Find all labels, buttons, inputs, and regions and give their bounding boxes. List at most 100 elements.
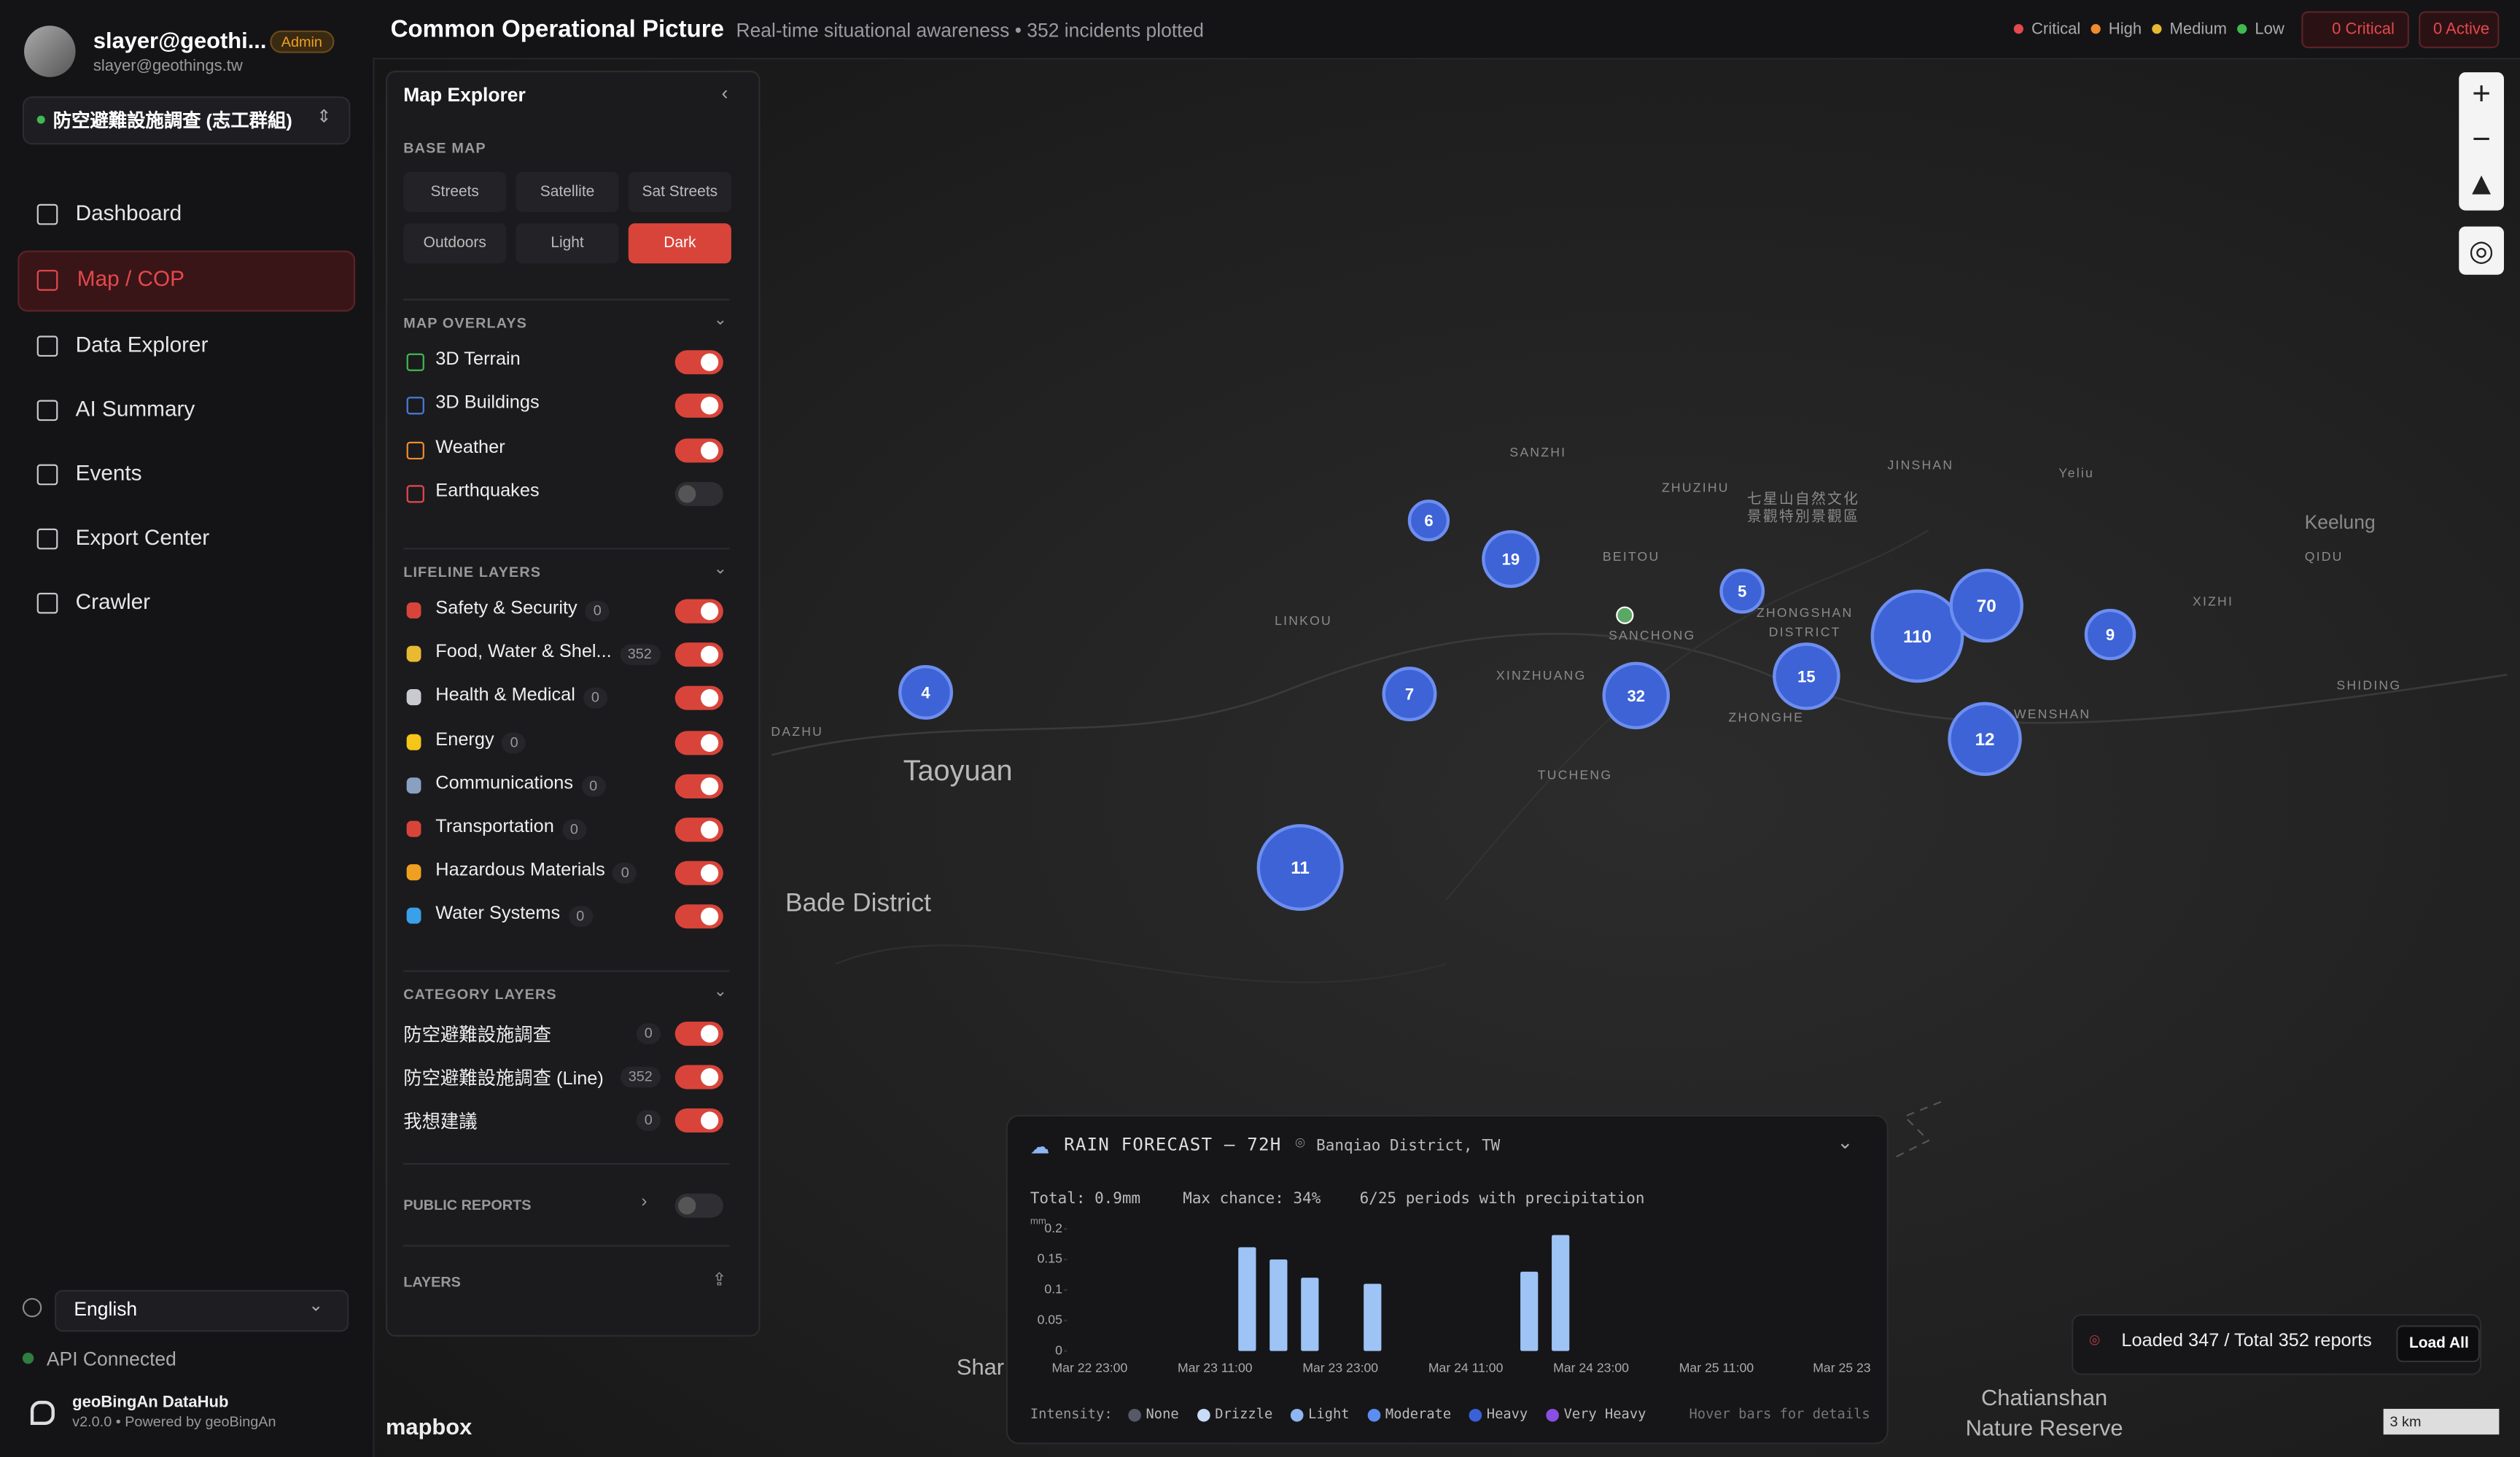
- nav-item[interactable]: Dashboard: [75, 201, 182, 225]
- place-label: JINSHAN: [1888, 458, 1954, 473]
- toggle[interactable]: [674, 905, 723, 930]
- toggle[interactable]: [674, 1108, 723, 1133]
- cluster-count: 6: [1424, 512, 1433, 530]
- toggle[interactable]: [674, 686, 723, 711]
- toggle[interactable]: [674, 642, 723, 667]
- chevron[interactable]: ⌄: [1837, 1130, 1854, 1154]
- toggle[interactable]: [674, 599, 723, 623]
- collapse[interactable]: ‹: [721, 82, 728, 105]
- cluster[interactable]: [1382, 667, 1437, 722]
- cluster-count: 9: [2106, 626, 2115, 644]
- toggle[interactable]: [674, 1193, 723, 1218]
- x-tick-label: Mar 23 23:00: [1302, 1361, 1378, 1375]
- nav-item[interactable]: AI Summary: [75, 397, 195, 421]
- place-label: DISTRICT: [1769, 625, 1841, 640]
- page-title: Common Operational Picture: [390, 16, 725, 44]
- rain-hint: Hover bars for details: [1689, 1407, 1870, 1423]
- nav-icon: [36, 203, 58, 225]
- cluster[interactable]: [898, 665, 954, 720]
- status-dot: [36, 115, 45, 124]
- base-map-button[interactable]: Sat Streets: [628, 171, 731, 212]
- load-all-button[interactable]: Load All: [2396, 1325, 2480, 1363]
- place-label: LINKOU: [1275, 613, 1332, 628]
- globe-icon: [22, 1297, 42, 1318]
- toggle[interactable]: [674, 1022, 723, 1046]
- toggle[interactable]: [674, 350, 723, 375]
- toggle-knob: [700, 689, 719, 708]
- intensity-name: Light: [1308, 1407, 1350, 1423]
- project-select[interactable]: [22, 96, 351, 145]
- nav-icon: [36, 528, 58, 550]
- place-label: BEITOU: [1603, 549, 1660, 564]
- toggle-knob: [700, 864, 719, 882]
- toggle-knob: [700, 1025, 719, 1043]
- legend-label: Medium: [2169, 20, 2227, 39]
- toggle[interactable]: [674, 861, 723, 886]
- locate-button[interactable]: ◎: [2459, 226, 2504, 275]
- cluster[interactable]: [1482, 529, 1540, 588]
- place-label: SHIDING: [2336, 677, 2401, 692]
- cluster[interactable]: [2084, 608, 2136, 661]
- cluster[interactable]: [1870, 589, 1964, 683]
- status-icon: ⌾: [2089, 1332, 2100, 1351]
- nav-item[interactable]: Data Explorer: [75, 333, 209, 357]
- nav-item[interactable]: Crawler: [75, 589, 151, 614]
- base-map-label: Satellite: [540, 183, 595, 201]
- toggle[interactable]: [674, 730, 723, 755]
- cluster[interactable]: [1407, 500, 1450, 542]
- toggle-knob: [700, 777, 719, 795]
- nav-active-bg: [18, 250, 356, 312]
- cluster[interactable]: [1719, 568, 1765, 614]
- sidebar: [0, 0, 375, 1457]
- base-map-button[interactable]: Dark: [628, 223, 731, 264]
- cluster-count: 32: [1628, 687, 1646, 705]
- panel-title: Map Explorer: [403, 83, 526, 106]
- cluster[interactable]: [1773, 642, 1840, 710]
- chevron[interactable]: ⌄: [713, 311, 728, 330]
- cluster[interactable]: [1256, 824, 1344, 912]
- rain-title: RAIN FORECAST — 72H: [1064, 1134, 1282, 1155]
- toggle[interactable]: [674, 393, 723, 418]
- base-map-button[interactable]: Streets: [403, 171, 507, 212]
- nav-icon: [36, 400, 58, 421]
- upload-icon[interactable]: ⇪: [712, 1270, 727, 1290]
- toggle[interactable]: [674, 438, 723, 463]
- header-badge[interactable]: 0 Critical: [2301, 11, 2409, 49]
- toggle[interactable]: [674, 481, 723, 506]
- chevron[interactable]: ⌄: [713, 560, 728, 579]
- cluster[interactable]: [1602, 661, 1671, 730]
- place-label: 景觀特別景觀區: [1747, 509, 1859, 525]
- zoom-controls[interactable]: + − ▲: [2459, 72, 2504, 211]
- language-select[interactable]: [54, 1289, 349, 1332]
- base-map-button[interactable]: Light: [516, 223, 619, 264]
- base-map-button[interactable]: Outdoors: [403, 223, 507, 264]
- nav-item[interactable]: Events: [75, 461, 142, 486]
- layer-label: 3D Buildings: [435, 393, 540, 413]
- header-bar: [373, 0, 2520, 60]
- toggle[interactable]: [674, 774, 723, 799]
- place-label: Keelung: [2305, 511, 2376, 533]
- divider: [403, 548, 730, 550]
- cluster[interactable]: [1949, 568, 2023, 643]
- scale-bar: 3 km: [2383, 1408, 2500, 1435]
- user-name: slayer@geothi...: [93, 27, 267, 53]
- nav-item[interactable]: Export Center: [75, 525, 210, 550]
- app-version: v2.0.0 • Powered by geoBingAn: [72, 1413, 276, 1430]
- toggle[interactable]: [674, 817, 723, 842]
- y-tick-label: 0.05: [1038, 1312, 1062, 1326]
- count-badge: 352: [619, 644, 660, 666]
- header-badge[interactable]: 0 Active: [2419, 11, 2500, 49]
- layer-icon: [406, 864, 421, 881]
- nav-item[interactable]: Map / COP: [77, 266, 184, 291]
- base-map-label: Light: [551, 234, 584, 252]
- x-tick-label: Mar 25 23: [1813, 1361, 1871, 1375]
- cluster-count: 7: [1405, 685, 1414, 704]
- legend-dot: [2152, 24, 2162, 34]
- base-map-button[interactable]: Satellite: [516, 171, 619, 212]
- chevron[interactable]: ⌄: [713, 983, 728, 1001]
- toggle[interactable]: [674, 1065, 723, 1089]
- cluster[interactable]: [1948, 702, 2022, 777]
- layer-label: 3D Terrain: [435, 350, 521, 370]
